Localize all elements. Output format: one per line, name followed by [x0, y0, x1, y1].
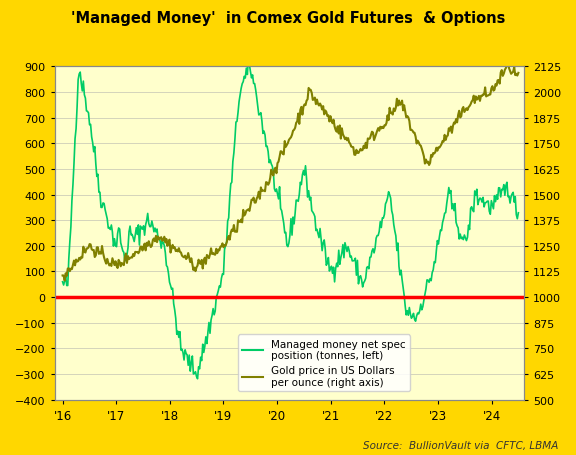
Text: 'Managed Money'  in Comex Gold Futures  & Options: 'Managed Money' in Comex Gold Futures & … [71, 11, 505, 26]
Text: Source:  BullionVault via  CFTC, LBMA: Source: BullionVault via CFTC, LBMA [363, 440, 559, 450]
Legend: Managed money net spec
position (tonnes, left), Gold price in US Dollars
per oun: Managed money net spec position (tonnes,… [238, 335, 410, 391]
